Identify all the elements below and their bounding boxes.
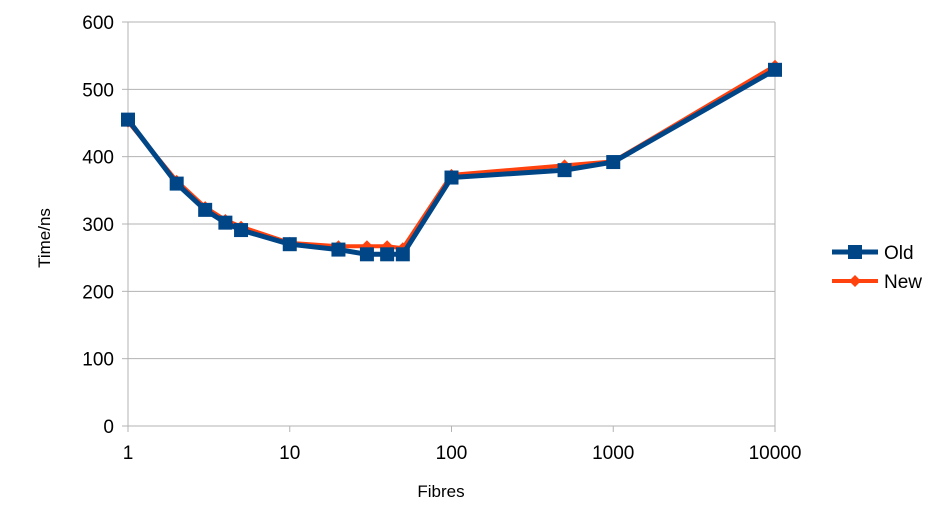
data-point-old <box>768 62 782 77</box>
y-tick-label: 200 <box>82 282 114 303</box>
x-tick-label: 10 <box>279 443 300 464</box>
x-tick-label: 100 <box>436 443 468 464</box>
y-tick-label: 400 <box>82 148 114 169</box>
y-tick-label: 100 <box>82 350 114 371</box>
y-axis-title: Time/ns <box>35 208 54 268</box>
data-point-old <box>121 112 135 127</box>
legend-item-old: Old <box>832 243 914 264</box>
data-point-old <box>331 242 346 257</box>
legend-label: Old <box>884 243 914 264</box>
data-point-old <box>218 215 233 230</box>
x-tick-label: 10000 <box>749 443 802 464</box>
x-tick-label: 1 <box>123 443 134 464</box>
data-point-old <box>380 247 395 262</box>
y-tick-label: 300 <box>82 215 114 236</box>
y-tick-label: 0 <box>103 417 114 438</box>
data-point-old <box>282 237 297 252</box>
y-tick-label: 500 <box>82 80 114 101</box>
data-point-old <box>234 223 249 238</box>
data-point-old <box>395 247 410 262</box>
data-point-old <box>169 176 184 191</box>
legend-diamond-marker <box>849 275 861 287</box>
y-axis-ticks: 0 100 200 300 400 500 600 <box>82 13 128 438</box>
legend-label: New <box>884 272 922 293</box>
data-point-old <box>359 247 374 262</box>
legend: Old New <box>832 243 922 293</box>
series-old <box>121 62 782 262</box>
data-point-old <box>198 202 213 217</box>
legend-item-new: New <box>832 272 922 293</box>
x-axis-ticks: 1 10 100 1000 10000 <box>123 426 802 464</box>
x-tick-label: 1000 <box>592 443 634 464</box>
data-point-old <box>557 163 572 178</box>
data-point-old <box>606 155 621 170</box>
x-axis-title: Fibres <box>417 482 464 501</box>
series-group <box>121 59 782 262</box>
data-point-old <box>444 170 459 185</box>
y-tick-label: 600 <box>82 13 114 34</box>
legend-square-marker <box>848 245 862 259</box>
